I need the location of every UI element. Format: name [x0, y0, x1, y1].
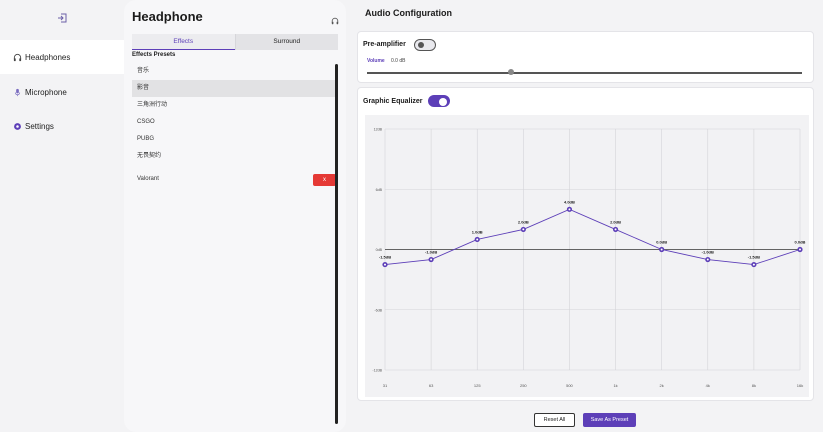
eq-point-label: 1.0dB: [472, 229, 483, 234]
eq-curve-line: [384, 208, 801, 266]
list-item[interactable]: Valorant x: [132, 168, 336, 191]
x-tick-label: 500: [566, 383, 573, 388]
nav-item-label: Settings: [25, 121, 54, 131]
toggle-knob: [418, 42, 424, 48]
x-tick-label: 1k: [613, 383, 617, 388]
nav-item-microphone[interactable]: Microphone: [0, 75, 124, 109]
eq-point-center: [476, 238, 479, 241]
eq-point-center: [522, 228, 525, 231]
eq-point-center: [799, 248, 801, 251]
nav-item-headphones[interactable]: Headphones: [0, 40, 124, 74]
logout-icon[interactable]: [56, 12, 68, 24]
y-tick-label: -6dB: [374, 308, 382, 312]
headphones-icon: [13, 53, 22, 62]
page-title: Headphone: [132, 9, 203, 24]
list-item-label: Valorant: [137, 176, 159, 182]
list-item[interactable]: 音乐: [137, 68, 150, 74]
y-tick-label: 12dB: [374, 128, 383, 132]
eq-point-label: -1.5dB: [379, 255, 391, 260]
eq-point-center: [568, 208, 571, 211]
equalizer-chart-svg: 12dB 6dB 0dB -6dB -12dB 31 63 125 250 500 1k 2k 4k 8k…: [372, 128, 806, 389]
toggle-knob: [439, 97, 447, 106]
eq-point-label: 4.0dB: [564, 199, 575, 204]
tab-surround[interactable]: Surround: [234, 34, 338, 50]
x-tick-label: 125: [474, 383, 481, 388]
tab-effects[interactable]: Effects: [132, 34, 235, 50]
volume-slider-thumb[interactable]: [507, 69, 514, 75]
volume-label: Volume: [367, 58, 385, 64]
eq-point-center: [660, 248, 663, 251]
eq-point-label: -1.5dB: [748, 255, 760, 260]
x-tick-label: 2k: [660, 383, 664, 388]
preamp-card: Pre-amplifier Volume 0.0 dB: [357, 31, 814, 83]
x-tick-label: 250: [520, 383, 527, 388]
equalizer-toggle[interactable]: [428, 95, 450, 107]
side-nav: Headphones Microphone Settings: [0, 0, 124, 432]
nav-item-label: Microphone: [25, 87, 67, 97]
equalizer-label: Graphic Equalizer: [363, 98, 423, 105]
presets-list-title: Effects Presets: [132, 52, 176, 58]
volume-value: 0.0 dB: [391, 58, 406, 64]
eq-point-label: 2.0dB: [610, 219, 621, 224]
microphone-icon: [13, 88, 22, 97]
save-preset-button[interactable]: Save As Preset: [583, 413, 636, 427]
section-title: Audio Configuration: [365, 8, 452, 18]
x-tick-label: 63: [429, 383, 434, 388]
presets-card: Headphone Effects Surround Effects Prese…: [124, 0, 346, 432]
x-tick-label: 4k: [706, 383, 710, 388]
presets-list: 音乐 影音 三角洲行动 CSGO PUBG 无畏契约 Valorant x: [132, 63, 336, 191]
list-item[interactable]: 无畏契约: [137, 153, 162, 159]
eq-point-center: [614, 228, 617, 231]
preamp-toggle[interactable]: [414, 39, 436, 51]
y-tick-label: 6dB: [376, 188, 383, 192]
preset-tabs: Effects Surround: [132, 34, 338, 50]
volume-slider-track[interactable]: [367, 72, 802, 74]
eq-point-label: 0.0dB: [656, 240, 667, 245]
presets-panel: Headphone Effects Surround Effects Prese…: [124, 0, 346, 432]
eq-point-center: [384, 263, 386, 266]
delete-preset-button[interactable]: x: [313, 174, 336, 186]
eq-point-center: [430, 258, 433, 261]
eq-point-label: 2.0dB: [518, 219, 529, 224]
eq-point-center: [706, 258, 709, 261]
y-tick-label: -12dB: [372, 369, 382, 373]
eq-point-label: -1.0dB: [425, 250, 437, 255]
eq-point-label: -1.0dB: [702, 250, 714, 255]
x-tick-label: 8k: [752, 383, 756, 388]
list-item[interactable]: 三角洲行动: [137, 102, 168, 108]
list-item[interactable]: CSGO: [137, 119, 155, 125]
preamp-label: Pre-amplifier: [363, 41, 406, 48]
presets-scrollbar[interactable]: [335, 64, 338, 424]
y-tick-label: 0dB: [376, 248, 383, 252]
headphones-icon: [331, 12, 339, 25]
x-tick-label: 31: [383, 383, 388, 388]
nav-item-settings[interactable]: Settings: [0, 109, 124, 143]
settings-icon: [13, 122, 22, 131]
eq-point-label: 0.0dB: [795, 240, 806, 245]
list-item[interactable]: PUBG: [137, 136, 155, 142]
reset-all-button[interactable]: Reset All: [534, 413, 575, 427]
nav-item-label: Headphones: [25, 52, 71, 62]
eq-point-center: [752, 263, 755, 266]
x-tick-label: 16k: [797, 383, 803, 388]
equalizer-chart: 12dB 6dB 0dB -6dB -12dB 31 63 125 250 500 1k 2k 4k 8k…: [365, 115, 809, 397]
equalizer-card: Graphic Equalizer 12dB 6dB 0dB -6dB -12dB 31 6…: [357, 87, 814, 401]
list-item[interactable]: 影音: [132, 80, 336, 97]
